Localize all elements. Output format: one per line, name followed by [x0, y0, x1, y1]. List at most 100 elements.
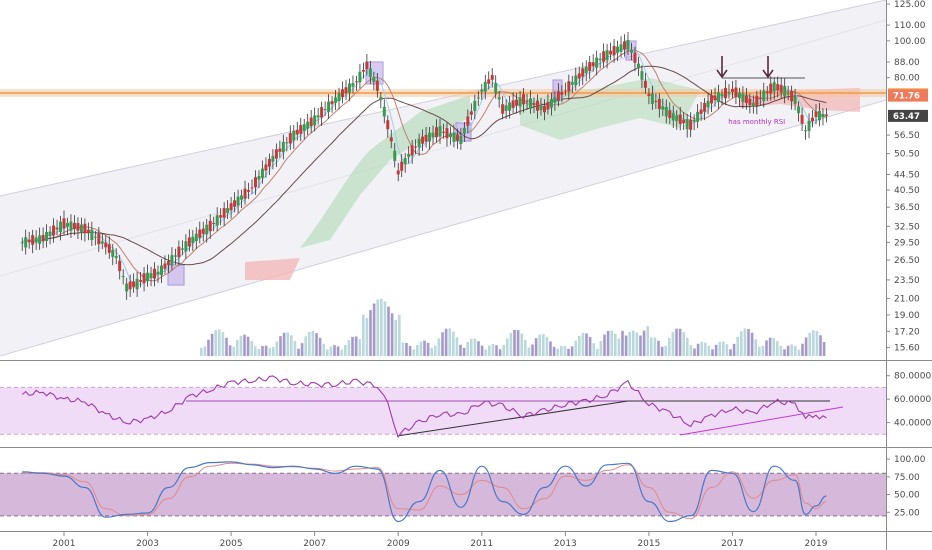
- candle-body: [34, 237, 38, 243]
- volume-bar: [398, 315, 401, 356]
- volume-bar: [513, 329, 516, 356]
- x-axis-label: 2003: [136, 539, 159, 549]
- candle-body: [173, 255, 177, 257]
- volume-bar: [254, 346, 257, 356]
- volume-bar: [509, 333, 513, 356]
- stoch-panel: [0, 461, 886, 523]
- volume-bar: [264, 345, 268, 356]
- candle-body: [79, 224, 83, 233]
- volume-bar: [531, 344, 534, 356]
- volume-bar: [588, 336, 592, 356]
- volume-bar: [419, 341, 423, 356]
- candle-body: [358, 71, 362, 83]
- price-axis-label: 29.50: [894, 238, 920, 248]
- candle-body: [274, 149, 278, 159]
- candle-body: [800, 114, 804, 124]
- candle-body: [577, 73, 581, 79]
- candle-body: [821, 114, 825, 118]
- candle-body: [605, 50, 609, 61]
- volume-bar: [527, 347, 531, 356]
- candle-body: [441, 131, 445, 133]
- volume-bar: [261, 345, 264, 356]
- candle-body: [365, 61, 369, 69]
- candle-body: [581, 68, 585, 77]
- candle-body: [104, 242, 108, 248]
- volume-bar: [286, 332, 289, 356]
- volume-bar: [711, 349, 714, 356]
- volume-bar: [758, 346, 761, 356]
- price-annotations: has monthly RSI: [728, 118, 785, 126]
- price-axis: 125.00 110.00 100.00 88.00 80.00 56.50 50.50 44…: [886, 0, 926, 354]
- volume-bar: [351, 336, 354, 356]
- volume-bar: [776, 341, 779, 356]
- volume-bar: [617, 338, 621, 356]
- candle-body: [205, 224, 209, 235]
- volume-bar: [574, 340, 577, 356]
- volume-bar: [786, 345, 790, 356]
- candle-body: [797, 106, 801, 114]
- candle-body: [114, 256, 118, 259]
- candle-body: [347, 83, 351, 93]
- candle-body: [522, 94, 526, 105]
- candle-body: [786, 93, 790, 95]
- candle-body: [243, 188, 247, 199]
- candle-body: [623, 41, 627, 50]
- volume-bar: [466, 341, 469, 356]
- candle-body: [699, 109, 703, 114]
- volume-bar: [772, 338, 775, 356]
- stoch-d-line: [22, 462, 827, 520]
- volume-bar: [394, 319, 397, 356]
- volume-bar: [822, 341, 826, 356]
- candle-body: [219, 215, 223, 218]
- rsi-axis-label: 60.0000: [894, 395, 931, 405]
- candle-body: [142, 273, 146, 284]
- candle-body: [640, 71, 644, 80]
- volume-bar: [218, 329, 221, 356]
- candle-body: [817, 110, 821, 121]
- stoch-axis-label: 50.00: [894, 491, 920, 501]
- candle-body: [184, 241, 188, 252]
- candle-body: [755, 95, 759, 106]
- candle-body: [132, 281, 136, 288]
- volume-bar: [275, 341, 279, 356]
- candle-body: [525, 100, 529, 102]
- candle-body: [337, 93, 341, 102]
- candle-body: [271, 156, 275, 162]
- candle-body: [682, 119, 686, 124]
- candle-body: [159, 265, 163, 276]
- candle-body: [713, 95, 717, 101]
- candle-body: [501, 104, 505, 114]
- volume-bar: [812, 330, 815, 356]
- candle-body: [790, 90, 794, 102]
- volume-bar: [214, 330, 217, 356]
- rsi-band: [0, 387, 886, 435]
- candle-body: [783, 86, 787, 97]
- price-axis-label: 125.00: [894, 0, 926, 10]
- volume-bar: [740, 331, 743, 356]
- price-axis-label: 36.50: [894, 203, 920, 213]
- candle-body: [737, 92, 741, 99]
- volume-bar: [585, 333, 588, 356]
- volume-bar: [243, 334, 246, 356]
- volume-bar: [228, 345, 232, 356]
- volume-bar: [232, 346, 235, 356]
- candle-body: [654, 100, 658, 102]
- volume-bar: [383, 301, 387, 356]
- candle-body: [344, 87, 348, 94]
- candle-body: [678, 114, 682, 124]
- volume-bar: [534, 338, 538, 356]
- candle-body: [455, 134, 459, 141]
- candle-body: [177, 246, 181, 258]
- volume-bar: [736, 336, 739, 356]
- candle-body: [320, 107, 324, 118]
- price-axis-label: 23.50: [894, 276, 920, 286]
- candle-body: [267, 158, 271, 167]
- candle-body: [619, 44, 623, 52]
- candle-body: [563, 90, 567, 92]
- volume-bar: [819, 335, 822, 356]
- candle-body: [163, 263, 167, 269]
- volume-bar: [686, 337, 689, 356]
- volume-bar: [538, 334, 541, 356]
- volume-bar: [480, 345, 484, 356]
